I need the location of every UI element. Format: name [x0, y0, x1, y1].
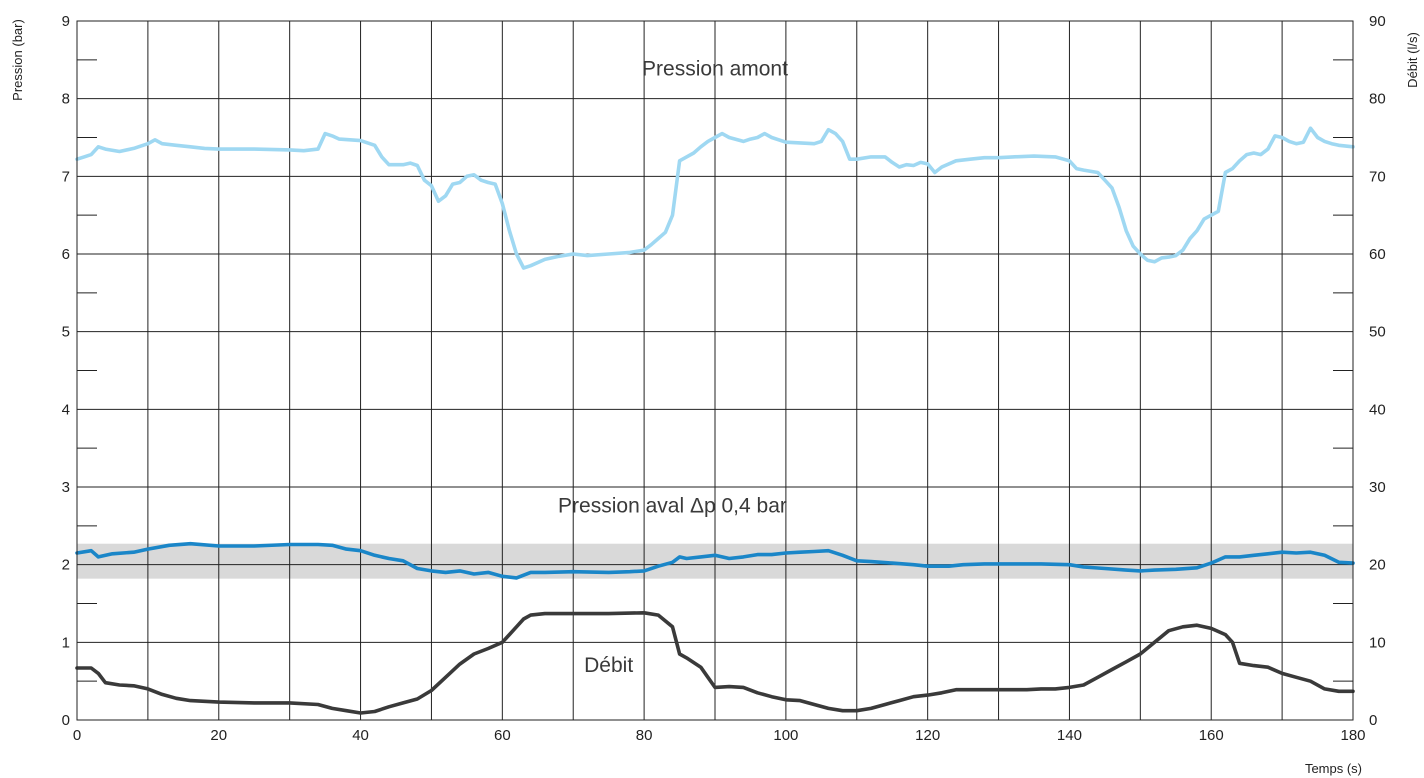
- y-tick-label-right: 0: [1369, 712, 1377, 729]
- x-tick-label: 120: [915, 727, 940, 744]
- y-tick-label-left: 3: [62, 479, 70, 496]
- series-line-1: [75, 541, 1355, 580]
- y-tick-label-right: 90: [1369, 13, 1386, 30]
- y-tick-label-right: 60: [1369, 246, 1386, 263]
- y-tick-label-left: 4: [62, 401, 70, 418]
- x-tick-label: 100: [773, 727, 798, 744]
- x-tick-label: 60: [494, 727, 511, 744]
- y-tick-label-left: 5: [62, 324, 70, 341]
- y-tick-label-left: 9: [62, 13, 70, 30]
- annotation-debit: Débit: [584, 654, 633, 677]
- y-tick-label-right: 20: [1369, 557, 1386, 574]
- y-tick-label-right: 40: [1369, 401, 1386, 418]
- series-layer: [75, 126, 1355, 715]
- x-tick-label: 140: [1057, 727, 1082, 744]
- grid-layer: [77, 21, 1353, 720]
- y-tick-label-left: 6: [62, 246, 70, 263]
- y-tick-label-left: 8: [62, 91, 70, 108]
- y-axis-left-title: Pression (bar): [10, 19, 25, 101]
- x-tick-label: 0: [73, 727, 81, 744]
- y-tick-label-right: 10: [1369, 634, 1386, 651]
- y-tick-label-right: 70: [1369, 168, 1386, 185]
- x-axis-title: Temps (s): [1305, 761, 1362, 776]
- x-tick-label: 20: [210, 727, 227, 744]
- annotation-pression-aval: Pression aval Δp 0,4 bar: [558, 495, 787, 518]
- x-tick-label: 160: [1199, 727, 1224, 744]
- y-tick-label-right: 80: [1369, 91, 1386, 108]
- plot-frame: [76, 20, 1354, 721]
- tick-label-layer: 0 20 40 60 80 100 120 140 160 1800123456789010203…: [62, 13, 1386, 744]
- y-tick-label-right: 30: [1369, 479, 1386, 496]
- y-tick-label-left: 0: [62, 712, 70, 729]
- y-tick-label-left: 7: [62, 168, 70, 185]
- y-tick-label-right: 50: [1369, 324, 1386, 341]
- y-tick-label-left: 2: [62, 557, 70, 574]
- series-line-2: [75, 611, 1355, 715]
- y-axis-right-title: Débit (l/s): [1405, 32, 1420, 88]
- x-tick-label: 40: [352, 727, 369, 744]
- annotation-pression-amont: Pression amont: [642, 57, 788, 80]
- x-tick-label: 180: [1340, 727, 1365, 744]
- series-line-0: [75, 126, 1355, 270]
- x-tick-label: 80: [636, 727, 653, 744]
- y-tick-label-left: 1: [62, 634, 70, 651]
